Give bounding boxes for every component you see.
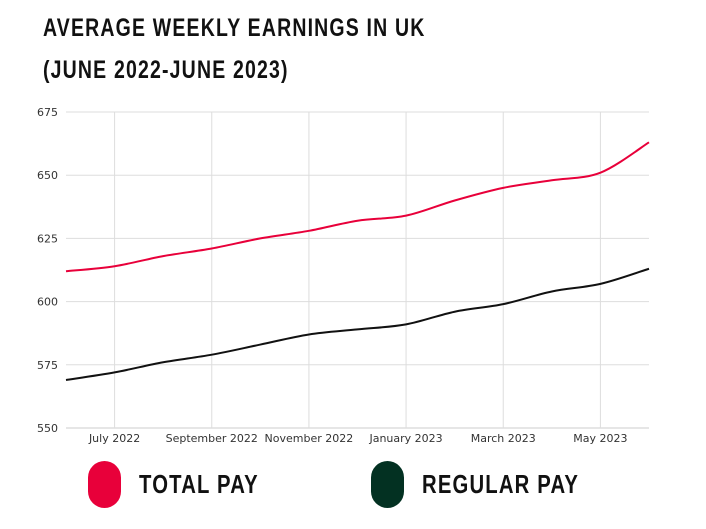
y-tick-label: 550 (37, 422, 58, 435)
x-tick-label: November 2022 (265, 432, 354, 445)
y-tick-label: 575 (37, 359, 58, 372)
y-tick-label: 650 (37, 169, 58, 182)
chart-title-line1: AVERAGE WEEKLY EARNINGS IN UK (43, 14, 426, 42)
legend-item-total-pay: TOTAL PAY (88, 461, 293, 508)
legend-label-total-pay: TOTAL PAY (139, 469, 259, 499)
chart-grid (66, 111, 649, 429)
legend-item-regular-pay: REGULAR PAY (371, 461, 623, 508)
y-tick-label: 600 (37, 296, 58, 309)
x-tick-label: July 2022 (88, 432, 140, 445)
x-tick-label: September 2022 (166, 432, 258, 445)
y-tick-label: 625 (37, 232, 58, 245)
x-tick-label: May 2023 (573, 432, 627, 445)
legend-swatch-total-pay (88, 461, 121, 508)
legend-label-regular-pay: REGULAR PAY (422, 469, 580, 499)
x-tick-label: March 2023 (471, 432, 536, 445)
y-tick-label: 675 (37, 106, 58, 119)
chart-title-line2: (JUNE 2022-JUNE 2023) (43, 56, 289, 84)
x-tick-label: January 2023 (368, 432, 442, 445)
series-line-total-pay (65, 141, 650, 273)
series-line-regular-pay (65, 267, 650, 381)
chart-lines (65, 141, 650, 381)
line-chart: 550 575 600 625 650 675 July 2022 September 20… (37, 106, 650, 445)
legend-swatch-regular-pay (371, 461, 404, 508)
x-axis: July 2022 September 2022 November 2022 Janu… (88, 432, 628, 445)
y-axis: 550 575 600 625 650 675 (37, 106, 58, 435)
